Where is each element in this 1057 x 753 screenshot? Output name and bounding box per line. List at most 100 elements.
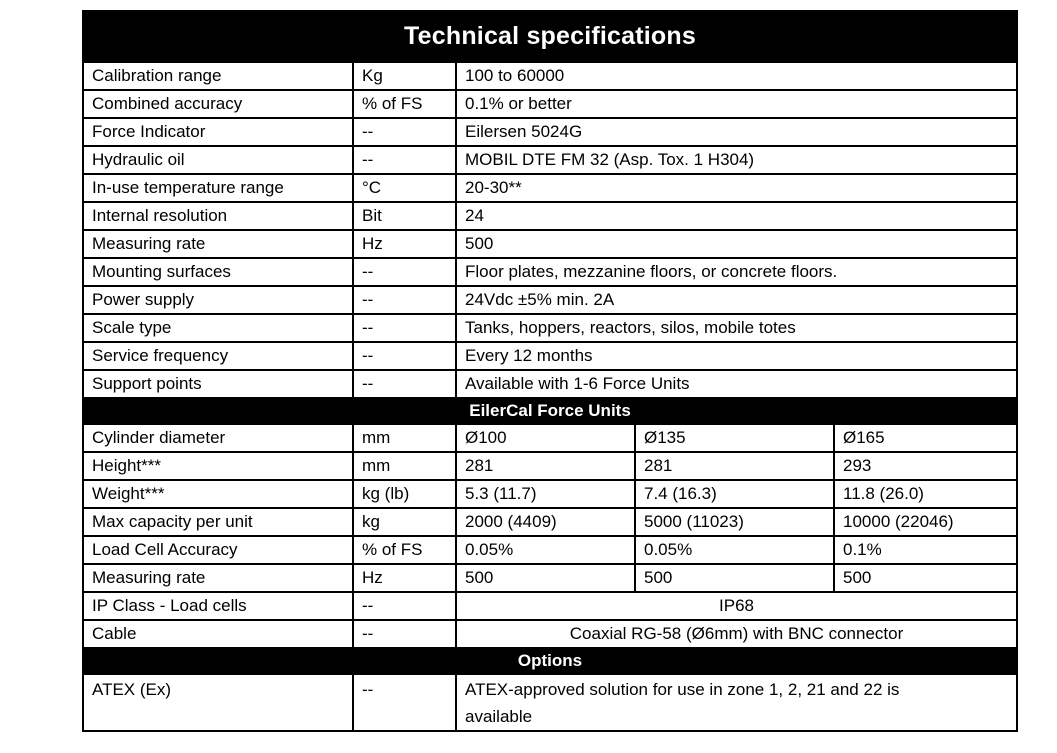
- spec-label: Max capacity per unit: [82, 507, 354, 537]
- table-row: Support points -- Available with 1-6 For…: [82, 369, 1019, 399]
- table-row: Cable -- Coaxial RG-58 (Ø6mm) with BNC c…: [82, 619, 1019, 649]
- technical-specifications-table: Technical specifications Calibration ran…: [81, 10, 1019, 732]
- spec-label: Combined accuracy: [82, 89, 354, 119]
- section-header-row: Options: [81, 647, 1019, 675]
- table-row: In-use temperature range °C 20-30**: [82, 173, 1019, 203]
- table-row: Measuring rate Hz 500 500 500: [82, 563, 1019, 593]
- table-row: Internal resolution Bit 24: [82, 201, 1019, 231]
- spec-value: MOBIL DTE FM 32 (Asp. Tox. 1 H304): [454, 145, 1019, 175]
- spec-value-text: ATEX-approved solution for use in zone 1…: [465, 680, 900, 726]
- spec-unit: mm: [352, 423, 457, 453]
- spec-value: 500: [454, 229, 1019, 259]
- table-row: IP Class - Load cells -- IP68: [82, 591, 1019, 621]
- spec-label: Service frequency: [82, 341, 354, 371]
- spec-unit: Bit: [352, 201, 457, 231]
- section-title: EilerCal Force Units: [81, 397, 1019, 425]
- table-row: Height*** mm 281 281 293: [82, 451, 1019, 481]
- spec-unit: --: [352, 117, 457, 147]
- spec-label: Scale type: [82, 313, 354, 343]
- spec-label: Cylinder diameter: [82, 423, 354, 453]
- spec-unit: --: [352, 673, 457, 732]
- table-row: Calibration range Kg 100 to 60000: [82, 61, 1019, 91]
- spec-value: Ø100: [455, 423, 636, 453]
- spec-label: Internal resolution: [82, 201, 354, 231]
- spec-label: ATEX (Ex): [82, 673, 354, 732]
- spec-value: 24: [454, 201, 1019, 231]
- spec-value: 281: [455, 451, 636, 481]
- spec-unit: kg: [352, 507, 457, 537]
- spec-value: 11.8 (26.0): [832, 479, 1019, 509]
- table-row: Max capacity per unit kg 2000 (4409) 500…: [82, 507, 1019, 537]
- spec-value: 20-30**: [454, 173, 1019, 203]
- spec-label: Load Cell Accuracy: [82, 535, 354, 565]
- table-row: Weight*** kg (lb) 5.3 (11.7) 7.4 (16.3) …: [82, 479, 1019, 509]
- spec-value: 7.4 (16.3): [634, 479, 835, 509]
- spec-value: 500: [634, 563, 835, 593]
- spec-label: Power supply: [82, 285, 354, 315]
- spec-value: IP68: [454, 591, 1019, 621]
- table-row: Load Cell Accuracy % of FS 0.05% 0.05% 0…: [82, 535, 1019, 565]
- spec-unit: Kg: [352, 61, 457, 91]
- spec-value: 5.3 (11.7): [455, 479, 636, 509]
- table-row: ATEX (Ex) -- ATEX-approved solution for …: [82, 673, 1019, 732]
- spec-value: 0.05%: [634, 535, 835, 565]
- spec-value: 10000 (22046): [832, 507, 1019, 537]
- spec-value: 2000 (4409): [455, 507, 636, 537]
- spec-value: 0.05%: [455, 535, 636, 565]
- spec-value: Ø135: [634, 423, 835, 453]
- spec-value: Tanks, hoppers, reactors, silos, mobile …: [454, 313, 1019, 343]
- table-row: Power supply -- 24Vdc ±5% min. 2A: [82, 285, 1019, 315]
- spec-value: 293: [832, 451, 1019, 481]
- table-row: Force Indicator -- Eilersen 5024G: [82, 117, 1019, 147]
- spec-unit: --: [352, 369, 457, 399]
- spec-label: In-use temperature range: [82, 173, 354, 203]
- spec-unit: --: [352, 591, 457, 621]
- section-title: Options: [81, 647, 1019, 675]
- spec-unit: % of FS: [352, 89, 457, 119]
- spec-label: Mounting surfaces: [82, 257, 354, 287]
- spec-label: Hydraulic oil: [82, 145, 354, 175]
- spec-label: Calibration range: [82, 61, 354, 91]
- spec-label: Force Indicator: [82, 117, 354, 147]
- spec-unit: mm: [352, 451, 457, 481]
- table-row: Combined accuracy % of FS 0.1% or better: [82, 89, 1019, 119]
- spec-unit: Hz: [352, 563, 457, 593]
- spec-unit: --: [352, 145, 457, 175]
- table-row: Measuring rate Hz 500: [82, 229, 1019, 259]
- spec-value: Available with 1-6 Force Units: [454, 369, 1019, 399]
- spec-value: 100 to 60000: [454, 61, 1019, 91]
- spec-value: 24Vdc ±5% min. 2A: [454, 285, 1019, 315]
- spec-label: Support points: [82, 369, 354, 399]
- spec-value: Every 12 months: [454, 341, 1019, 371]
- spec-value: 0.1% or better: [454, 89, 1019, 119]
- table-row: Mounting surfaces -- Floor plates, mezza…: [82, 257, 1019, 287]
- section-header-row: EilerCal Force Units: [81, 397, 1019, 425]
- spec-value: ATEX-approved solution for use in zone 1…: [454, 673, 1019, 732]
- spec-unit: --: [352, 341, 457, 371]
- spec-unit: kg (lb): [352, 479, 457, 509]
- spec-label: Measuring rate: [82, 563, 354, 593]
- spec-value: 500: [832, 563, 1019, 593]
- spec-label: Height***: [82, 451, 354, 481]
- spec-unit: --: [352, 313, 457, 343]
- table-row: Cylinder diameter mm Ø100 Ø135 Ø165: [82, 423, 1019, 453]
- spec-unit: --: [352, 285, 457, 315]
- spec-value: Floor plates, mezzanine floors, or concr…: [454, 257, 1019, 287]
- spec-label: Measuring rate: [82, 229, 354, 259]
- spec-unit: --: [352, 257, 457, 287]
- spec-value: 0.1%: [832, 535, 1019, 565]
- table-row: Service frequency -- Every 12 months: [82, 341, 1019, 371]
- spec-unit: --: [352, 619, 457, 649]
- spec-value: Eilersen 5024G: [454, 117, 1019, 147]
- title-row: Technical specifications: [81, 10, 1019, 63]
- spec-unit: Hz: [352, 229, 457, 259]
- spec-value: Ø165: [832, 423, 1019, 453]
- spec-value: 500: [455, 563, 636, 593]
- spec-label: Weight***: [82, 479, 354, 509]
- spec-label: Cable: [82, 619, 354, 649]
- spec-value: Coaxial RG-58 (Ø6mm) with BNC connector: [454, 619, 1019, 649]
- spec-value: 5000 (11023): [634, 507, 835, 537]
- spec-value: 281: [634, 451, 835, 481]
- table-title: Technical specifications: [81, 10, 1019, 63]
